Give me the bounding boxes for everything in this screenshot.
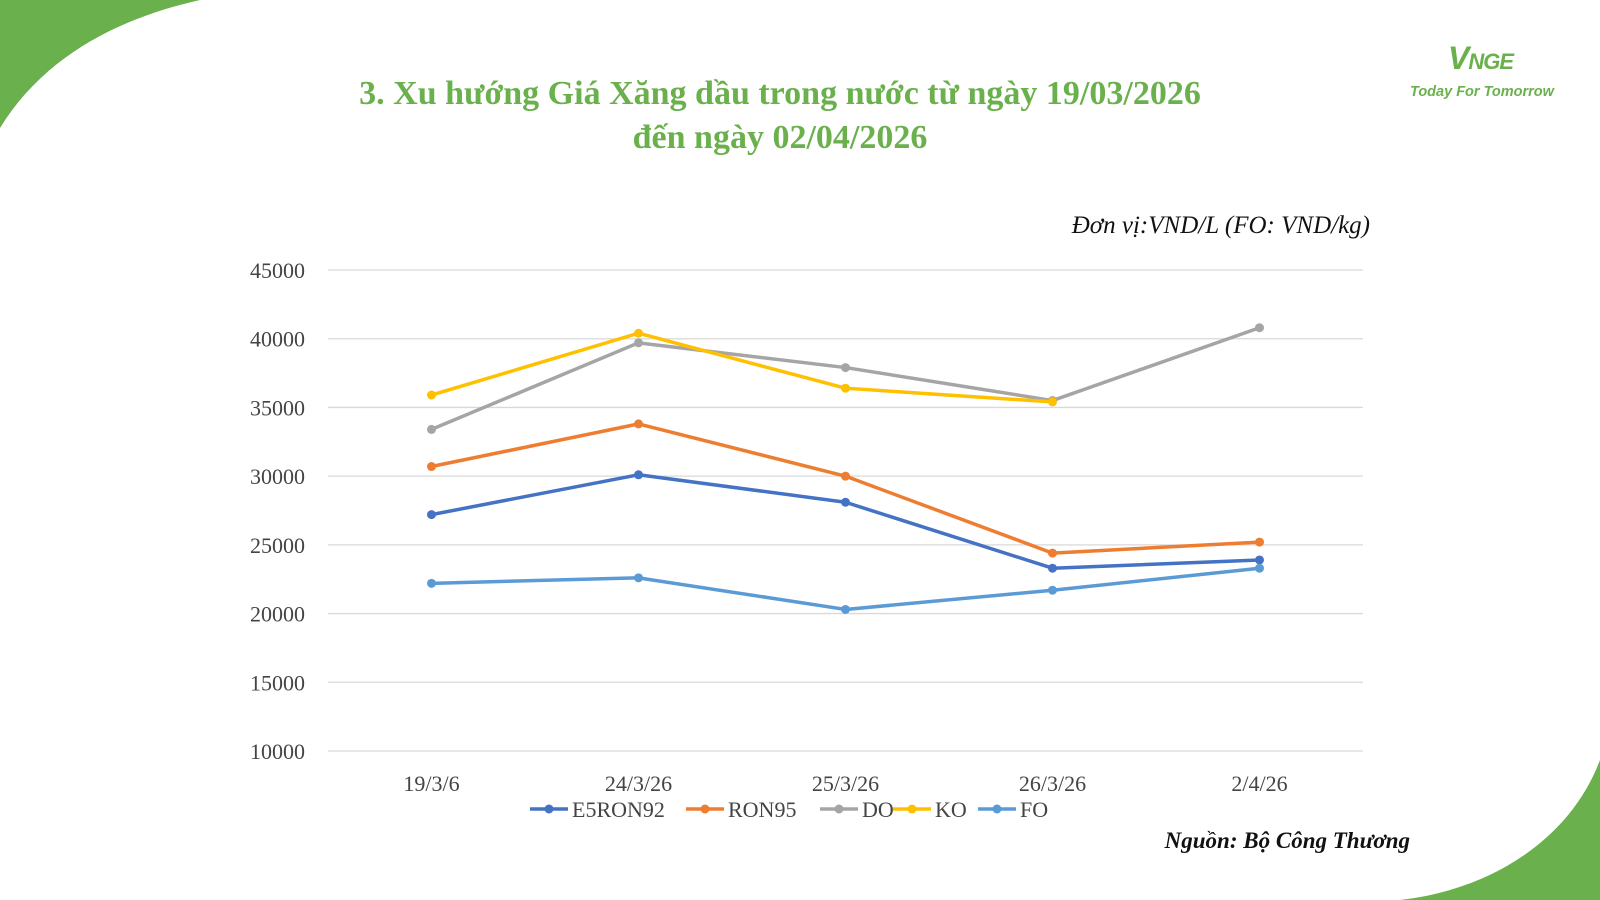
slide-title-line-2: đến ngày 02/04/2026 — [632, 119, 928, 156]
legend-swatch-marker — [992, 804, 1002, 814]
legend-swatch-marker — [700, 804, 710, 814]
y-tick-label: 45000 — [250, 258, 305, 283]
data-point-do — [634, 338, 643, 348]
data-point-do — [427, 424, 436, 434]
legend-label: RON95 — [728, 797, 796, 822]
slide-title: 3. Xu hướng Giá Xăng dầu trong nước từ n… — [160, 72, 1400, 160]
data-point-ron95 — [841, 471, 850, 481]
legend-swatch-marker — [907, 804, 917, 814]
data-point-fo — [1048, 585, 1057, 595]
y-tick-label: 35000 — [250, 395, 305, 420]
logo-mark: VNGE — [1448, 40, 1514, 76]
y-tick-label: 25000 — [250, 533, 305, 558]
vnge-logo: VNGE Today For Tomorrow — [1398, 18, 1578, 108]
bottom-right-corner-decoration — [1400, 760, 1600, 900]
data-point-ron95 — [1048, 548, 1057, 558]
data-point-ron95 — [427, 462, 436, 472]
data-point-e5ron92 — [1048, 563, 1057, 573]
unit-note: Đơn vị:VND/L (FO: VND/kg) — [1071, 212, 1370, 239]
data-point-do — [1255, 323, 1264, 333]
data-point-fo — [1255, 563, 1264, 573]
data-point-e5ron92 — [427, 510, 436, 520]
data-point-e5ron92 — [841, 497, 850, 507]
legend-label: FO — [1020, 797, 1048, 822]
data-point-e5ron92 — [1255, 555, 1264, 565]
y-tick-label: 40000 — [250, 327, 305, 352]
x-tick-label: 24/3/26 — [605, 771, 672, 796]
legend-label: E5RON92 — [572, 797, 665, 822]
top-left-corner-decoration — [0, 0, 200, 128]
data-point-do — [841, 363, 850, 373]
series-line-e5ron92 — [429, 473, 1262, 570]
data-point-ko — [634, 328, 643, 338]
data-point-fo — [427, 578, 436, 588]
y-tick-label: 30000 — [250, 464, 305, 489]
source-note: Nguồn: Bộ Công Thương — [1164, 828, 1410, 853]
data-point-ron95 — [1255, 537, 1264, 547]
x-tick-label: 25/3/26 — [812, 771, 879, 796]
x-tick-label: 2/4/26 — [1231, 771, 1287, 796]
x-tick-label: 26/3/26 — [1019, 771, 1086, 796]
legend-swatch-marker — [544, 804, 554, 814]
data-point-ron95 — [634, 419, 643, 429]
data-point-ko — [427, 390, 436, 400]
data-point-fo — [634, 573, 643, 583]
data-point-fo — [841, 604, 850, 614]
series-line-do — [429, 325, 1262, 432]
series-line-ron95 — [429, 422, 1262, 555]
slide-title-line-1: 3. Xu hướng Giá Xăng dầu trong nước từ n… — [359, 75, 1201, 112]
logo-tagline: Today For Tomorrow — [1410, 84, 1554, 100]
x-tick-label: 19/3/6 — [403, 771, 459, 796]
data-point-ko — [1048, 397, 1057, 407]
legend-label: KO — [935, 797, 967, 822]
data-point-e5ron92 — [634, 470, 643, 480]
series-line-ko — [429, 331, 1055, 404]
y-tick-label: 15000 — [250, 670, 305, 695]
legend-label: DO — [862, 797, 894, 822]
y-tick-label: 20000 — [250, 602, 305, 627]
legend-swatch-marker — [834, 804, 844, 814]
data-point-ko — [841, 383, 850, 393]
y-tick-label: 10000 — [250, 739, 305, 764]
series-line-fo — [429, 566, 1262, 612]
